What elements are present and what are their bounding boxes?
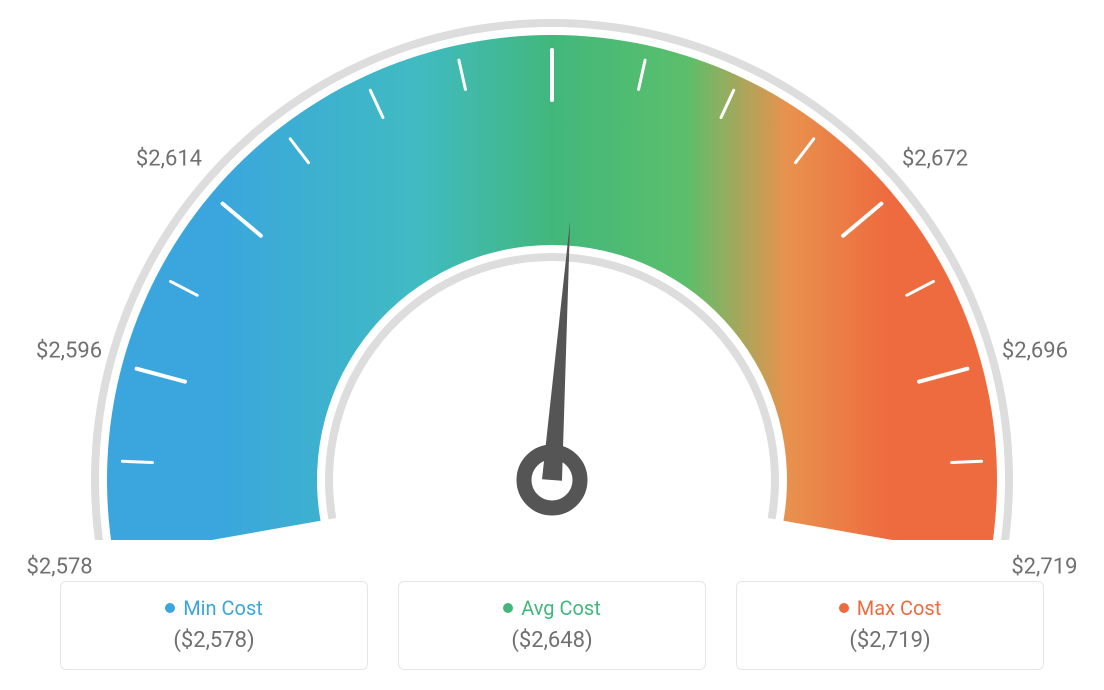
max-cost-header: Max Cost (737, 596, 1043, 620)
gauge-scale-label: $2,672 (902, 146, 968, 171)
summary-boxes: Min Cost ($2,578) Avg Cost ($2,648) Max … (0, 581, 1104, 670)
gauge-tick-labels: $2,578$2,596$2,614$2,648$2,672$2,696$2,7… (0, 0, 1104, 540)
avg-cost-box: Avg Cost ($2,648) (398, 581, 706, 670)
min-cost-box: Min Cost ($2,578) (60, 581, 368, 670)
gauge-area: $2,578$2,596$2,614$2,648$2,672$2,696$2,7… (0, 0, 1104, 540)
avg-dot-icon (503, 603, 513, 613)
gauge-scale-label: $2,596 (36, 338, 102, 363)
avg-cost-header: Avg Cost (399, 596, 705, 620)
avg-cost-value: ($2,648) (399, 628, 705, 653)
min-cost-header: Min Cost (61, 596, 367, 620)
max-cost-value: ($2,719) (737, 628, 1043, 653)
min-cost-value: ($2,578) (61, 628, 367, 653)
avg-cost-label: Avg Cost (521, 596, 601, 620)
max-cost-box: Max Cost ($2,719) (736, 581, 1044, 670)
gauge-scale-label: $2,719 (1011, 554, 1077, 579)
max-dot-icon (839, 603, 849, 613)
max-cost-label: Max Cost (857, 596, 942, 620)
gauge-scale-label: $2,578 (27, 554, 93, 579)
gauge-scale-label: $2,696 (1002, 338, 1068, 363)
min-cost-label: Min Cost (183, 596, 263, 620)
gauge-scale-label: $2,614 (136, 146, 202, 171)
min-dot-icon (165, 603, 175, 613)
